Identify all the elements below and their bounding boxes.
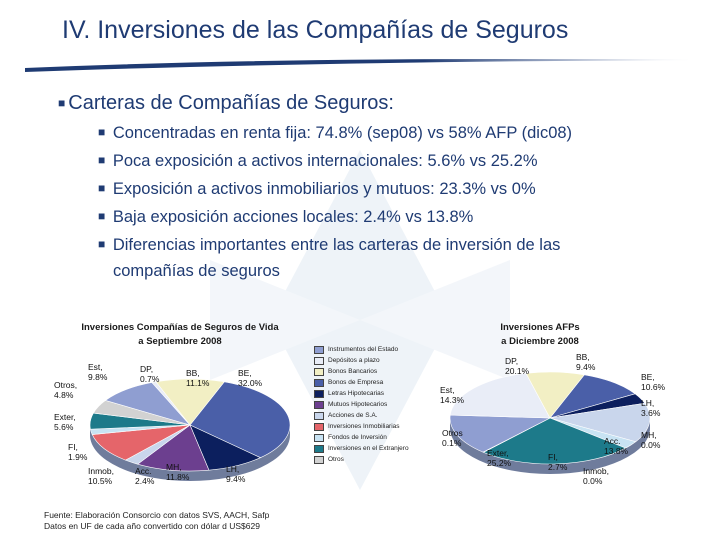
legend-item: Instrumentos del Estado bbox=[314, 344, 398, 355]
chart1-label-exter: Exter, 5.6% bbox=[54, 412, 76, 432]
chart1-label-fi: FI, 1.9% bbox=[68, 442, 88, 462]
legend-label: Mutuos Hipotecarios bbox=[328, 401, 388, 408]
chart1-title-line2: a Septiembre 2008 bbox=[138, 336, 222, 347]
main-bullet-text: Carteras de Compañías de Seguros: bbox=[68, 92, 394, 114]
sub-bullet-text: Diferencias importantes entre las carter… bbox=[112, 236, 561, 254]
legend-swatch bbox=[314, 411, 324, 420]
chart2-label-be: BE, 10.6% bbox=[641, 372, 666, 392]
chart2-title-line1: Inversiones AFPs bbox=[500, 322, 580, 333]
chart2-label-otros: Otros 0.1% bbox=[442, 428, 463, 448]
chart1-label-inmob: Inmob, 10.5% bbox=[88, 466, 114, 486]
legend-label: Instrumentos del Estado bbox=[328, 346, 399, 353]
pie1-slice-10 bbox=[155, 378, 225, 426]
sub-bullet-4: ■ Baja exposición acciones locales: 2.4%… bbox=[98, 208, 473, 227]
sub-bullet-2: ■ Poca exposición a activos internaciona… bbox=[98, 152, 538, 171]
legend-swatch bbox=[314, 422, 324, 431]
chart1-title-line1: Inversiones Compañías de Seguros de Vida bbox=[81, 322, 279, 333]
bullet-icon: ■ bbox=[58, 96, 66, 110]
legend-swatch bbox=[314, 367, 324, 376]
sub-bullet-text: Poca exposición a activos internacionale… bbox=[112, 152, 538, 170]
pie2-slice-3 bbox=[549, 402, 651, 443]
title-underline bbox=[25, 59, 690, 72]
pie2-slice-9 bbox=[449, 373, 551, 419]
chart2-label-lh: LH, 3.6% bbox=[641, 398, 661, 418]
pie2-slice-10 bbox=[525, 371, 585, 419]
chart2-label-fi: FI, 2.7% bbox=[548, 452, 568, 472]
legend-label: Letras Hipotecarias bbox=[328, 390, 384, 397]
legend-item: Fondos de Inversión bbox=[314, 432, 387, 443]
sub-bullet-text: Baja exposición acciones locales: 2.4% v… bbox=[112, 208, 474, 226]
legend-item: Depósitos a plazo bbox=[314, 355, 380, 366]
legend-label: Inversiones en el Extranjero bbox=[328, 445, 409, 452]
chart2-label-acc: Acc. 13.8% bbox=[604, 436, 629, 456]
bullet-icon: ■ bbox=[98, 181, 106, 195]
legend-item: Inversiones Inmobiliarias bbox=[314, 421, 400, 432]
legend-item: Bonos Bancarios bbox=[314, 366, 377, 377]
footer-line-2: Datos en UF de cada año convertido con d… bbox=[44, 521, 260, 531]
legend-swatch bbox=[314, 433, 324, 442]
page-title: IV. Inversiones de las Compañías de Segu… bbox=[62, 16, 569, 44]
legend-swatch bbox=[314, 444, 324, 453]
chart1-pie bbox=[89, 378, 291, 481]
pie1-slice-0 bbox=[189, 381, 291, 459]
sub-bullet-text: Exposición a activos inmobiliarios y mut… bbox=[112, 180, 536, 198]
chart2-pie bbox=[449, 371, 651, 474]
chart2-label-exter: Exter, 25.2% bbox=[487, 448, 512, 468]
pie2-slice-6 bbox=[482, 417, 627, 465]
legend-swatch bbox=[314, 345, 324, 354]
chart2-label-est: Est, 14.3% bbox=[440, 385, 465, 405]
legend-swatch bbox=[314, 378, 324, 387]
footer-line-1: Fuente: Elaboración Consorcio con datos … bbox=[44, 510, 270, 520]
legend-item: Letras Hipotecarias bbox=[314, 388, 384, 399]
legend-label: Otros bbox=[328, 456, 344, 463]
legend-item: Mutuos Hipotecarios bbox=[314, 399, 387, 410]
chart2-title-line2: a Diciembre 2008 bbox=[501, 336, 579, 347]
legend-label: Inversiones Inmobiliarias bbox=[328, 423, 400, 430]
chart2-label-inmob: Inmob, 0.0% bbox=[583, 466, 609, 486]
pie2-slice-8 bbox=[449, 414, 551, 453]
sub-bullet-5: ■ Diferencias importantes entre las cart… bbox=[98, 236, 560, 255]
sub-bullet-5-continuation: compañías de seguros bbox=[113, 262, 280, 280]
bullet-icon: ■ bbox=[98, 125, 106, 139]
legend-swatch bbox=[314, 356, 324, 365]
legend-label: Bonos Bancarios bbox=[328, 368, 378, 375]
legend-item: Otros bbox=[314, 454, 344, 465]
legend-item: Inversiones en el Extranjero bbox=[314, 443, 409, 454]
chart1-label-mh: MH, 11.8% bbox=[166, 462, 190, 482]
footer-source-note: Fuente: Elaboración Consorcio con datos … bbox=[44, 510, 269, 532]
legend-swatch bbox=[314, 455, 324, 464]
sub-bullet-text: Concentradas en renta fija: 74.8% (sep08… bbox=[112, 124, 573, 142]
legend-label: Bonos de Empresa bbox=[328, 379, 384, 386]
bullet-icon: ■ bbox=[98, 153, 106, 167]
chart2-label-dp: DP, 20.1% bbox=[505, 356, 530, 376]
legend-item: Bonos de Empresa bbox=[314, 377, 383, 388]
chart1-label-be: BE, 32.0% bbox=[238, 368, 263, 388]
chart2-label-mh: MH, 0.0% bbox=[641, 430, 661, 450]
chart1-label-acc: Acc. 2.4% bbox=[135, 466, 155, 486]
legend-swatch bbox=[314, 400, 324, 409]
legend-item: Acciones de S.A. bbox=[314, 410, 378, 421]
bullet-icon: ■ bbox=[98, 237, 106, 251]
pie2-slice-0 bbox=[549, 374, 636, 419]
chart1-label-lh: LH, 9.4% bbox=[226, 464, 246, 484]
sub-bullet-3: ■ Exposición a activos inmobiliarios y m… bbox=[98, 180, 536, 199]
chart1-label-est: Est, 9.8% bbox=[88, 362, 108, 382]
legend-swatch bbox=[314, 389, 324, 398]
bullet-icon: ■ bbox=[98, 209, 106, 223]
chart1-label-dp: DP, 0.7% bbox=[140, 364, 160, 384]
pie1-slice-2 bbox=[136, 424, 210, 472]
legend-label: Fondos de Inversión bbox=[328, 434, 387, 441]
legend-label: Acciones de S.A. bbox=[328, 412, 378, 419]
main-bullet: ■ Carteras de Compañías de Seguros: bbox=[58, 92, 394, 115]
chart1-label-bb: BB, 11.1% bbox=[186, 368, 210, 388]
sub-bullet-1: ■ Concentradas en renta fija: 74.8% (sep… bbox=[98, 124, 572, 143]
chart1-label-otros: Otros, 4.8% bbox=[54, 380, 78, 400]
chart2-label-bb: BB, 9.4% bbox=[576, 352, 596, 372]
legend-label: Depósitos a plazo bbox=[328, 357, 380, 364]
